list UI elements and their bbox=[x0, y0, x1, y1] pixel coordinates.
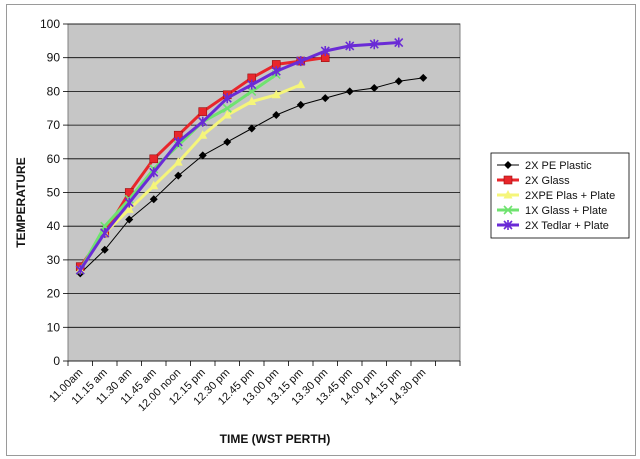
data-point bbox=[320, 45, 330, 56]
data-point bbox=[222, 93, 232, 104]
legend-marker bbox=[503, 175, 513, 185]
series-line bbox=[78, 83, 303, 272]
y-tick-label: 10 bbox=[47, 320, 61, 334]
data-point bbox=[124, 204, 134, 213]
y-tick-label: 40 bbox=[47, 219, 61, 233]
legend-marker bbox=[503, 190, 513, 199]
data-point bbox=[321, 94, 330, 103]
y-tick-label: 60 bbox=[47, 152, 61, 166]
legend-item: 2X Tedlar + Plate bbox=[497, 220, 609, 232]
data-point bbox=[394, 37, 404, 48]
data-point bbox=[198, 130, 208, 139]
data-point bbox=[272, 110, 281, 119]
y-tick-label: 70 bbox=[47, 118, 61, 132]
legend-label: 2X PE Plastic bbox=[525, 160, 592, 172]
data-point bbox=[271, 89, 281, 99]
legend-item: 1X Glass + Plate bbox=[497, 205, 607, 217]
data-point bbox=[223, 137, 232, 146]
legend-label: 2X Glass bbox=[525, 175, 570, 187]
legend-marker bbox=[503, 205, 513, 215]
data-point bbox=[296, 79, 306, 89]
legend: 2X PE Plastic 2X Glass 2XPE Plas + Plate 1X… bbox=[497, 160, 615, 232]
data-point bbox=[100, 245, 109, 254]
data-point bbox=[271, 66, 281, 77]
data-point bbox=[247, 86, 257, 96]
data-point bbox=[419, 73, 428, 82]
y-tick-label: 80 bbox=[47, 84, 61, 98]
chart-frame: 0 10 20 30 40 50 60 70 80 90 100 11.00am 11.15 am 11… bbox=[6, 4, 636, 456]
data-point bbox=[100, 227, 110, 238]
data-point bbox=[75, 265, 85, 276]
data-point bbox=[222, 109, 232, 119]
data-point bbox=[345, 87, 354, 96]
data-point bbox=[296, 56, 306, 67]
legend-label: 2X Tedlar + Plate bbox=[525, 220, 609, 232]
data-point bbox=[296, 100, 305, 109]
data-point bbox=[369, 39, 379, 50]
y-tick-label: 20 bbox=[47, 287, 61, 301]
legend-item: 2X PE Plastic bbox=[497, 160, 592, 172]
legend-marker bbox=[504, 161, 512, 169]
legend-label: 1X Glass + Plate bbox=[525, 205, 607, 217]
y-tick-label: 50 bbox=[47, 186, 61, 200]
y-tick-label: 0 bbox=[53, 354, 60, 368]
x-axis-title: TIME (WST PERTH) bbox=[220, 432, 331, 446]
data-point bbox=[124, 197, 134, 208]
data-point bbox=[174, 171, 183, 180]
gridlines bbox=[68, 23, 460, 362]
data-point bbox=[149, 180, 159, 190]
y-axis-title: TEMPERATURE bbox=[14, 157, 28, 247]
y-tick-label: 100 bbox=[40, 17, 60, 31]
data-point bbox=[149, 154, 159, 164]
legend-marker bbox=[503, 220, 513, 230]
data-point bbox=[198, 116, 208, 127]
series-0 bbox=[76, 73, 428, 278]
series-group bbox=[75, 37, 428, 278]
data-point bbox=[173, 157, 183, 166]
data-point bbox=[247, 124, 256, 133]
data-point bbox=[247, 96, 257, 106]
data-point bbox=[173, 136, 183, 147]
data-point bbox=[149, 167, 159, 178]
data-point bbox=[198, 107, 208, 116]
data-point bbox=[345, 40, 355, 51]
data-point bbox=[247, 79, 257, 90]
data-point bbox=[370, 84, 379, 93]
legend-item: 2XPE Plas + Plate bbox=[497, 190, 615, 202]
legend-label: 2XPE Plas + Plate bbox=[525, 190, 615, 202]
y-tick-label: 30 bbox=[47, 253, 61, 267]
data-point bbox=[222, 103, 232, 113]
series-4 bbox=[75, 37, 404, 276]
legend-item: 2X Glass bbox=[497, 175, 570, 187]
data-point bbox=[198, 151, 207, 160]
y-axis-ticks: 0 10 20 30 40 50 60 70 80 90 100 bbox=[40, 17, 68, 368]
y-tick-label: 90 bbox=[47, 51, 61, 65]
data-point bbox=[125, 215, 134, 224]
data-point bbox=[394, 77, 403, 86]
data-point bbox=[149, 195, 158, 204]
series-line bbox=[78, 41, 401, 272]
series-2 bbox=[75, 79, 306, 274]
